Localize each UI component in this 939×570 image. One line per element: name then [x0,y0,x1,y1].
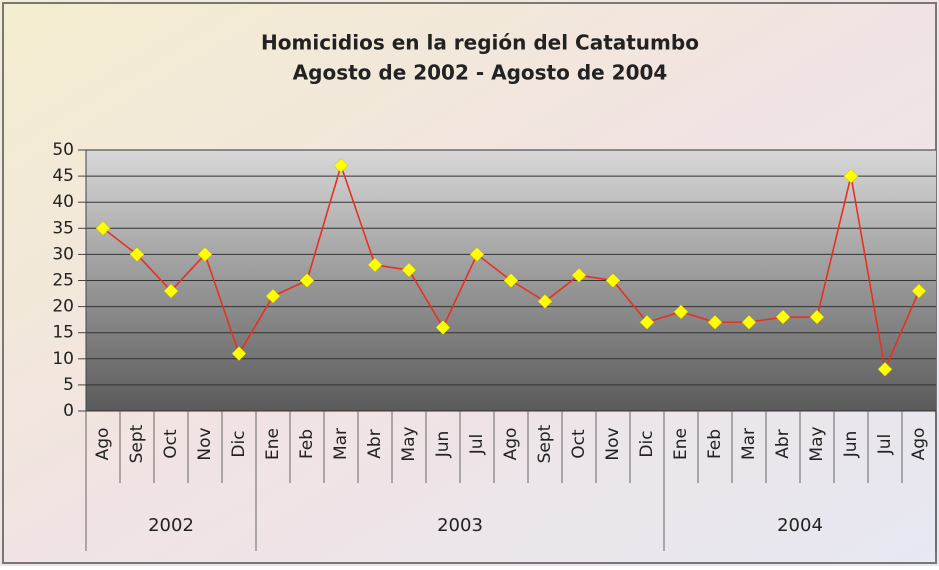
x-tick-label: Sept [535,424,555,463]
x-tick-label: Jun [433,431,453,459]
x-tick-label: Ene [263,428,283,460]
marker [605,273,621,288]
x-tick-label: Jul [875,434,895,456]
group-label: 2002 [148,515,194,536]
marker [231,346,247,361]
marker [197,247,213,262]
x-tick-label: Feb [705,429,725,459]
marker [775,309,791,325]
x-tick-label: Dic [637,430,657,457]
y-tick-label: 10 [52,349,74,369]
marker [129,247,145,262]
y-tick-label: 45 [52,166,74,186]
x-tick-label: Ene [671,428,691,460]
x-tick-label: Mar [331,428,351,460]
marker [435,320,451,335]
x-tick-label: May [399,426,419,461]
marker [843,168,859,184]
marker [673,304,689,320]
marker [299,273,315,288]
x-tick-label: May [807,426,827,461]
y-tick-label: 50 [52,140,74,160]
y-tick-label: 25 [52,271,74,291]
x-tick-label: Ago [501,428,521,461]
marker [537,294,553,309]
marker [401,262,417,278]
x-tick-label: Mar [739,428,759,460]
chart-title: Homicidios en la región del Catatumbo [261,31,699,55]
y-tick-label: 35 [52,218,74,238]
marker [333,158,349,174]
x-tick-label: Abr [773,429,793,458]
marker [503,273,519,288]
y-tick-label: 15 [52,323,74,343]
y-tick-label: 40 [52,192,74,212]
marker [809,309,825,325]
x-tick-label: Ago [93,428,113,461]
marker [163,283,179,299]
x-tick-label: Jun [841,431,861,459]
chart-subtitle: Agosto de 2002 - Agosto de 2004 [293,61,668,85]
y-tick-label: 5 [63,375,74,395]
group-label: 2003 [437,515,483,536]
group-label: 2004 [777,515,823,536]
x-tick-label: Abr [365,429,385,458]
x-tick-label: Oct [161,429,181,459]
marker [639,314,655,330]
y-tick-label: 20 [52,297,74,317]
x-tick-label: Nov [603,427,623,460]
marker [367,257,383,273]
x-tick-label: Nov [195,427,215,460]
x-tick-label: Jul [467,434,487,456]
x-tick-label: Oct [569,429,589,459]
marker [911,283,927,299]
x-tick-label: Feb [297,429,317,459]
marker [877,361,893,377]
marker [741,314,757,330]
y-tick-label: 30 [52,244,74,264]
x-tick-label: Sept [127,424,147,463]
x-tick-label: Ago [909,428,929,461]
marker [571,267,587,283]
marker [95,220,111,236]
marker [707,314,723,330]
x-tick-label: Dic [229,430,249,457]
y-tick-label: 0 [63,401,74,421]
marker [469,247,485,262]
marker [265,288,281,304]
